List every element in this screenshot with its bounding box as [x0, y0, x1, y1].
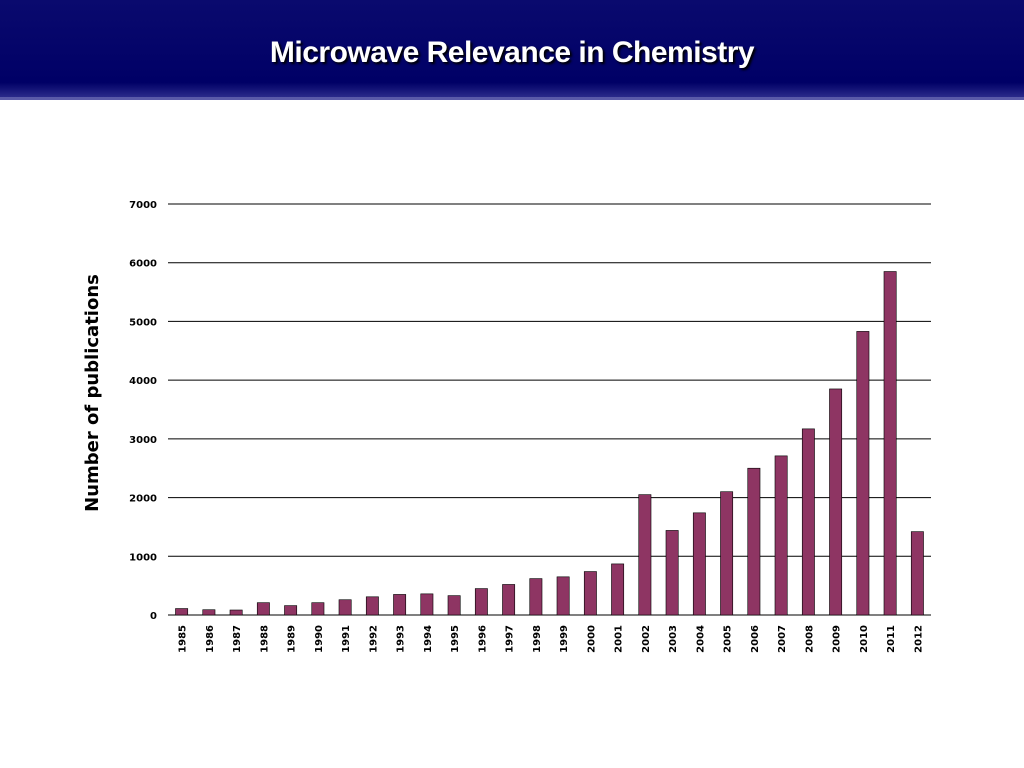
x-tick-label: 1990 — [314, 625, 325, 653]
y-tick-label: 1000 — [129, 552, 157, 563]
y-tick-label: 5000 — [129, 317, 157, 328]
bar — [692, 512, 706, 616]
bar — [529, 578, 543, 616]
bar — [502, 584, 516, 616]
bars — [175, 271, 924, 616]
bar — [474, 588, 488, 616]
x-tick-label: 2005 — [723, 625, 734, 653]
y-tick-label: 7000 — [129, 200, 157, 211]
x-tick-label: 2000 — [586, 625, 597, 653]
x-tick-label: 2009 — [832, 625, 843, 653]
x-tick-label: 1989 — [287, 625, 298, 653]
slide-title: Microwave Relevance in Chemistry — [269, 36, 755, 69]
bar — [420, 593, 434, 616]
x-tick-label: 1993 — [396, 625, 407, 653]
x-tick-label: 2004 — [695, 625, 706, 653]
bar — [583, 571, 597, 616]
bar — [829, 388, 843, 616]
x-tick-label: 1991 — [341, 625, 352, 653]
x-tick-label: 1998 — [532, 625, 543, 653]
bar — [638, 494, 652, 616]
y-tick-label: 3000 — [129, 435, 157, 446]
x-tick-label: 2012 — [913, 625, 924, 653]
bar — [556, 576, 570, 616]
x-tick-label: 1987 — [232, 625, 243, 653]
gridlines — [168, 203, 931, 616]
x-tick-label: 1992 — [368, 625, 379, 653]
x-tick-label: 2002 — [641, 625, 652, 653]
bar — [747, 467, 761, 616]
bar — [338, 599, 352, 616]
x-tick-label: 1986 — [205, 625, 216, 653]
title-banner — [0, 0, 1024, 100]
bar — [665, 530, 679, 616]
bar — [311, 602, 325, 616]
bar — [284, 605, 298, 616]
bar — [256, 602, 270, 616]
y-axis-title: Number of publications — [82, 274, 103, 512]
x-tick-label: 2001 — [614, 625, 625, 653]
bar — [202, 609, 216, 616]
bar — [175, 608, 189, 616]
x-tick-label: 2010 — [859, 625, 870, 653]
x-tick-label: 1997 — [505, 625, 516, 653]
x-tick-label: 1996 — [477, 625, 488, 653]
bar — [856, 331, 870, 616]
x-axis-tick-labels: 1985 1986 1987 1988 1989 1990 1991 1992 1993 1994… — [178, 625, 925, 653]
x-tick-label: 1994 — [423, 625, 434, 653]
bar — [365, 596, 379, 616]
x-tick-label: 1985 — [178, 625, 189, 653]
x-tick-label: 1999 — [559, 625, 570, 653]
x-tick-label: 2003 — [668, 625, 679, 653]
x-tick-label: 2007 — [777, 625, 788, 653]
y-tick-label: 0 — [150, 611, 157, 622]
y-tick-label: 6000 — [129, 259, 157, 270]
bar — [611, 563, 625, 616]
bar — [774, 455, 788, 616]
x-tick-label: 1988 — [259, 625, 270, 653]
bar — [801, 428, 815, 616]
y-tick-label: 2000 — [129, 494, 157, 505]
bar — [883, 271, 897, 616]
bar — [229, 609, 243, 616]
bar — [447, 595, 461, 616]
x-tick-label: 2011 — [886, 625, 897, 653]
bar — [720, 491, 734, 616]
x-tick-label: 2008 — [804, 625, 815, 653]
y-tick-label: 4000 — [129, 376, 157, 387]
x-tick-label: 2006 — [750, 625, 761, 653]
bar — [910, 531, 924, 616]
bar — [393, 594, 407, 616]
x-tick-label: 1995 — [450, 625, 461, 653]
y-axis-tick-labels: 0 1000 2000 3000 4000 5000 6000 7000 — [129, 200, 157, 622]
